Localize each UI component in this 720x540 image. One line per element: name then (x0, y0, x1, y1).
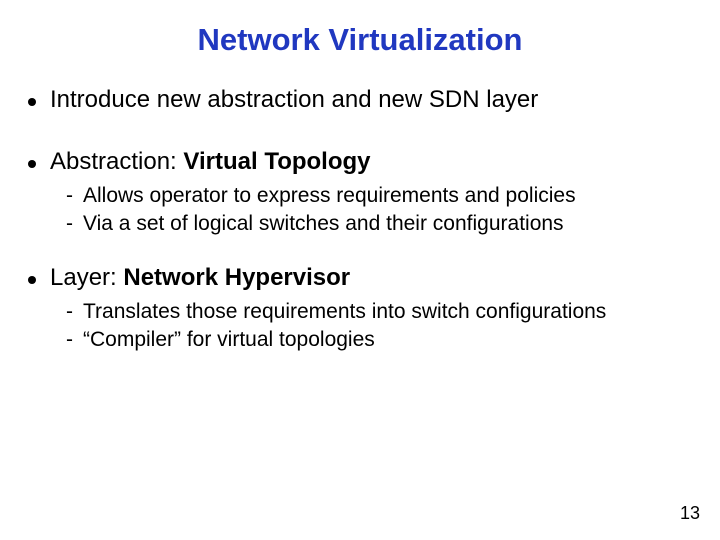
sub-bullet: - “Compiler” for virtual topologies (66, 328, 692, 352)
sub-text: “Compiler” for virtual topologies (83, 328, 375, 352)
page-number: 13 (680, 503, 700, 524)
dash-icon: - (66, 184, 73, 208)
sub-bullet: - Allows operator to express requirement… (66, 184, 692, 208)
bullet-dot-icon (28, 160, 36, 168)
sub-text: Allows operator to express requirements … (83, 184, 576, 208)
sub-bullet: - Translates those requirements into swi… (66, 300, 692, 324)
bullet-dot-icon (28, 276, 36, 284)
bullet-1-text: Introduce new abstraction and new SDN la… (50, 86, 538, 114)
sub-text: Via a set of logical switches and their … (83, 212, 564, 236)
dash-icon: - (66, 300, 73, 324)
bullet-2: Abstraction: Virtual Topology (28, 148, 692, 176)
dash-icon: - (66, 212, 73, 236)
bullet-1: Introduce new abstraction and new SDN la… (28, 86, 692, 114)
spacer (28, 122, 692, 148)
slide-container: Network Virtualization Introduce new abs… (0, 0, 720, 352)
bullet-2-text: Abstraction: Virtual Topology (50, 148, 371, 176)
sub-bullet: - Via a set of logical switches and thei… (66, 212, 692, 236)
sub-text: Translates those requirements into switc… (83, 300, 606, 324)
bullet-3-subs: - Translates those requirements into swi… (66, 300, 692, 352)
bullet-3-text: Layer: Network Hypervisor (50, 264, 350, 292)
bullet-2-subs: - Allows operator to express requirement… (66, 184, 692, 236)
bullet-3: Layer: Network Hypervisor (28, 264, 692, 292)
slide-title: Network Virtualization (28, 22, 692, 58)
bullet-dot-icon (28, 98, 36, 106)
dash-icon: - (66, 328, 73, 352)
